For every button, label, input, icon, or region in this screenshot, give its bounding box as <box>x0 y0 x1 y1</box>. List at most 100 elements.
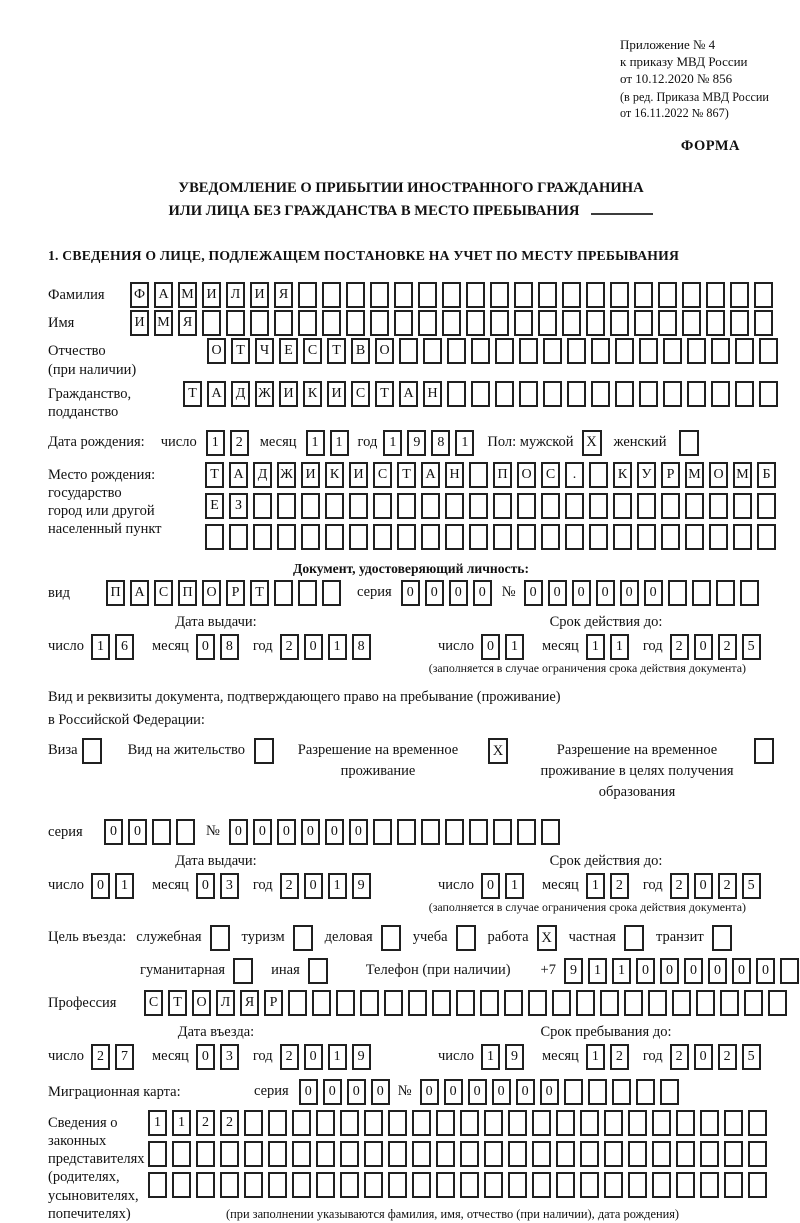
char-box[interactable] <box>565 492 584 519</box>
char-box[interactable] <box>447 380 466 407</box>
char-box[interactable]: О <box>375 338 394 365</box>
char-box[interactable]: 0 <box>370 1079 390 1106</box>
char-box[interactable] <box>715 579 735 606</box>
char-box[interactable] <box>682 310 701 337</box>
char-box[interactable]: Ф <box>130 282 149 309</box>
char-box[interactable] <box>412 1172 431 1199</box>
char-box[interactable]: 1 <box>148 1110 167 1137</box>
char-box[interactable] <box>469 461 488 488</box>
char-box[interactable] <box>739 579 759 606</box>
char-box[interactable]: Т <box>168 990 187 1017</box>
char-box[interactable] <box>322 310 341 337</box>
char-box[interactable]: 0 <box>346 1079 366 1106</box>
char-box[interactable] <box>268 1141 287 1168</box>
char-box[interactable]: 1 <box>383 429 403 456</box>
char-box[interactable] <box>316 1110 335 1137</box>
char-box[interactable] <box>396 819 416 846</box>
char-box[interactable] <box>709 492 728 519</box>
char-box[interactable] <box>445 492 464 519</box>
char-box[interactable]: 2 <box>669 1044 689 1071</box>
male-checkbox[interactable]: X <box>581 429 602 456</box>
char-box[interactable] <box>514 282 533 309</box>
char-box[interactable]: 0 <box>643 579 663 606</box>
char-box[interactable]: 9 <box>504 1044 524 1071</box>
char-box[interactable]: 1 <box>480 1044 500 1071</box>
char-box[interactable]: К <box>613 461 632 488</box>
char-box[interactable] <box>700 1172 719 1199</box>
char-box[interactable]: О <box>202 579 221 606</box>
char-box[interactable] <box>639 380 658 407</box>
char-box[interactable] <box>292 1141 311 1168</box>
char-box[interactable]: 0 <box>491 1079 511 1106</box>
char-box[interactable]: 5 <box>741 873 761 900</box>
char-box[interactable] <box>471 338 490 365</box>
char-box[interactable] <box>250 310 269 337</box>
char-box[interactable] <box>349 492 368 519</box>
char-box[interactable] <box>532 1110 551 1137</box>
char-box[interactable]: 0 <box>322 1079 342 1106</box>
char-box[interactable] <box>691 579 711 606</box>
char-box[interactable]: Я <box>274 282 293 309</box>
visa-checkbox[interactable] <box>81 738 102 764</box>
char-box[interactable] <box>364 1172 383 1199</box>
char-box[interactable]: Ж <box>255 380 274 407</box>
char-box[interactable] <box>172 1141 191 1168</box>
char-box[interactable]: Я <box>178 310 197 337</box>
char-box[interactable] <box>490 282 509 309</box>
char-box[interactable] <box>298 579 317 606</box>
char-box[interactable]: 2 <box>609 1044 629 1071</box>
char-box[interactable]: 0 <box>467 1079 487 1106</box>
char-box[interactable] <box>466 310 485 337</box>
char-box[interactable]: А <box>421 461 440 488</box>
char-box[interactable]: 0 <box>90 873 110 900</box>
char-box[interactable]: А <box>229 461 248 488</box>
char-box[interactable] <box>370 310 389 337</box>
char-box[interactable] <box>661 523 680 550</box>
char-box[interactable] <box>652 1141 671 1168</box>
char-box[interactable]: И <box>349 461 368 488</box>
char-box[interactable] <box>779 958 799 985</box>
char-box[interactable] <box>735 338 754 365</box>
char-box[interactable]: Т <box>397 461 416 488</box>
char-box[interactable] <box>580 1141 599 1168</box>
char-box[interactable]: 1 <box>305 429 325 456</box>
char-box[interactable]: С <box>541 461 560 488</box>
char-box[interactable] <box>541 492 560 519</box>
char-box[interactable] <box>480 990 499 1017</box>
char-box[interactable]: 0 <box>448 579 468 606</box>
char-box[interactable] <box>388 1172 407 1199</box>
char-box[interactable]: 1 <box>172 1110 191 1137</box>
char-box[interactable] <box>587 1079 607 1106</box>
char-box[interactable] <box>484 1110 503 1137</box>
char-box[interactable]: 0 <box>523 579 543 606</box>
purpose-other-checkbox[interactable] <box>307 958 328 985</box>
char-box[interactable] <box>418 310 437 337</box>
char-box[interactable]: 1 <box>504 873 524 900</box>
char-box[interactable] <box>567 380 586 407</box>
char-box[interactable] <box>298 282 317 309</box>
char-box[interactable]: 0 <box>443 1079 463 1106</box>
char-box[interactable] <box>172 1172 191 1199</box>
char-box[interactable] <box>456 990 475 1017</box>
char-box[interactable]: 0 <box>595 579 615 606</box>
char-box[interactable]: 0 <box>472 579 492 606</box>
char-box[interactable]: Д <box>253 461 272 488</box>
char-box[interactable] <box>484 1172 503 1199</box>
char-box[interactable] <box>292 1172 311 1199</box>
char-box[interactable] <box>556 1141 575 1168</box>
char-box[interactable]: А <box>399 380 418 407</box>
char-box[interactable] <box>639 338 658 365</box>
char-box[interactable]: 0 <box>693 873 713 900</box>
char-box[interactable] <box>730 310 749 337</box>
char-box[interactable] <box>700 1141 719 1168</box>
char-box[interactable] <box>744 990 763 1017</box>
char-box[interactable]: . <box>565 461 584 488</box>
char-box[interactable] <box>652 1110 671 1137</box>
char-box[interactable]: Р <box>661 461 680 488</box>
char-box[interactable]: 2 <box>279 873 299 900</box>
char-box[interactable] <box>724 1141 743 1168</box>
char-box[interactable] <box>469 492 488 519</box>
char-box[interactable] <box>562 282 581 309</box>
char-box[interactable]: О <box>517 461 536 488</box>
char-box[interactable] <box>615 338 634 365</box>
